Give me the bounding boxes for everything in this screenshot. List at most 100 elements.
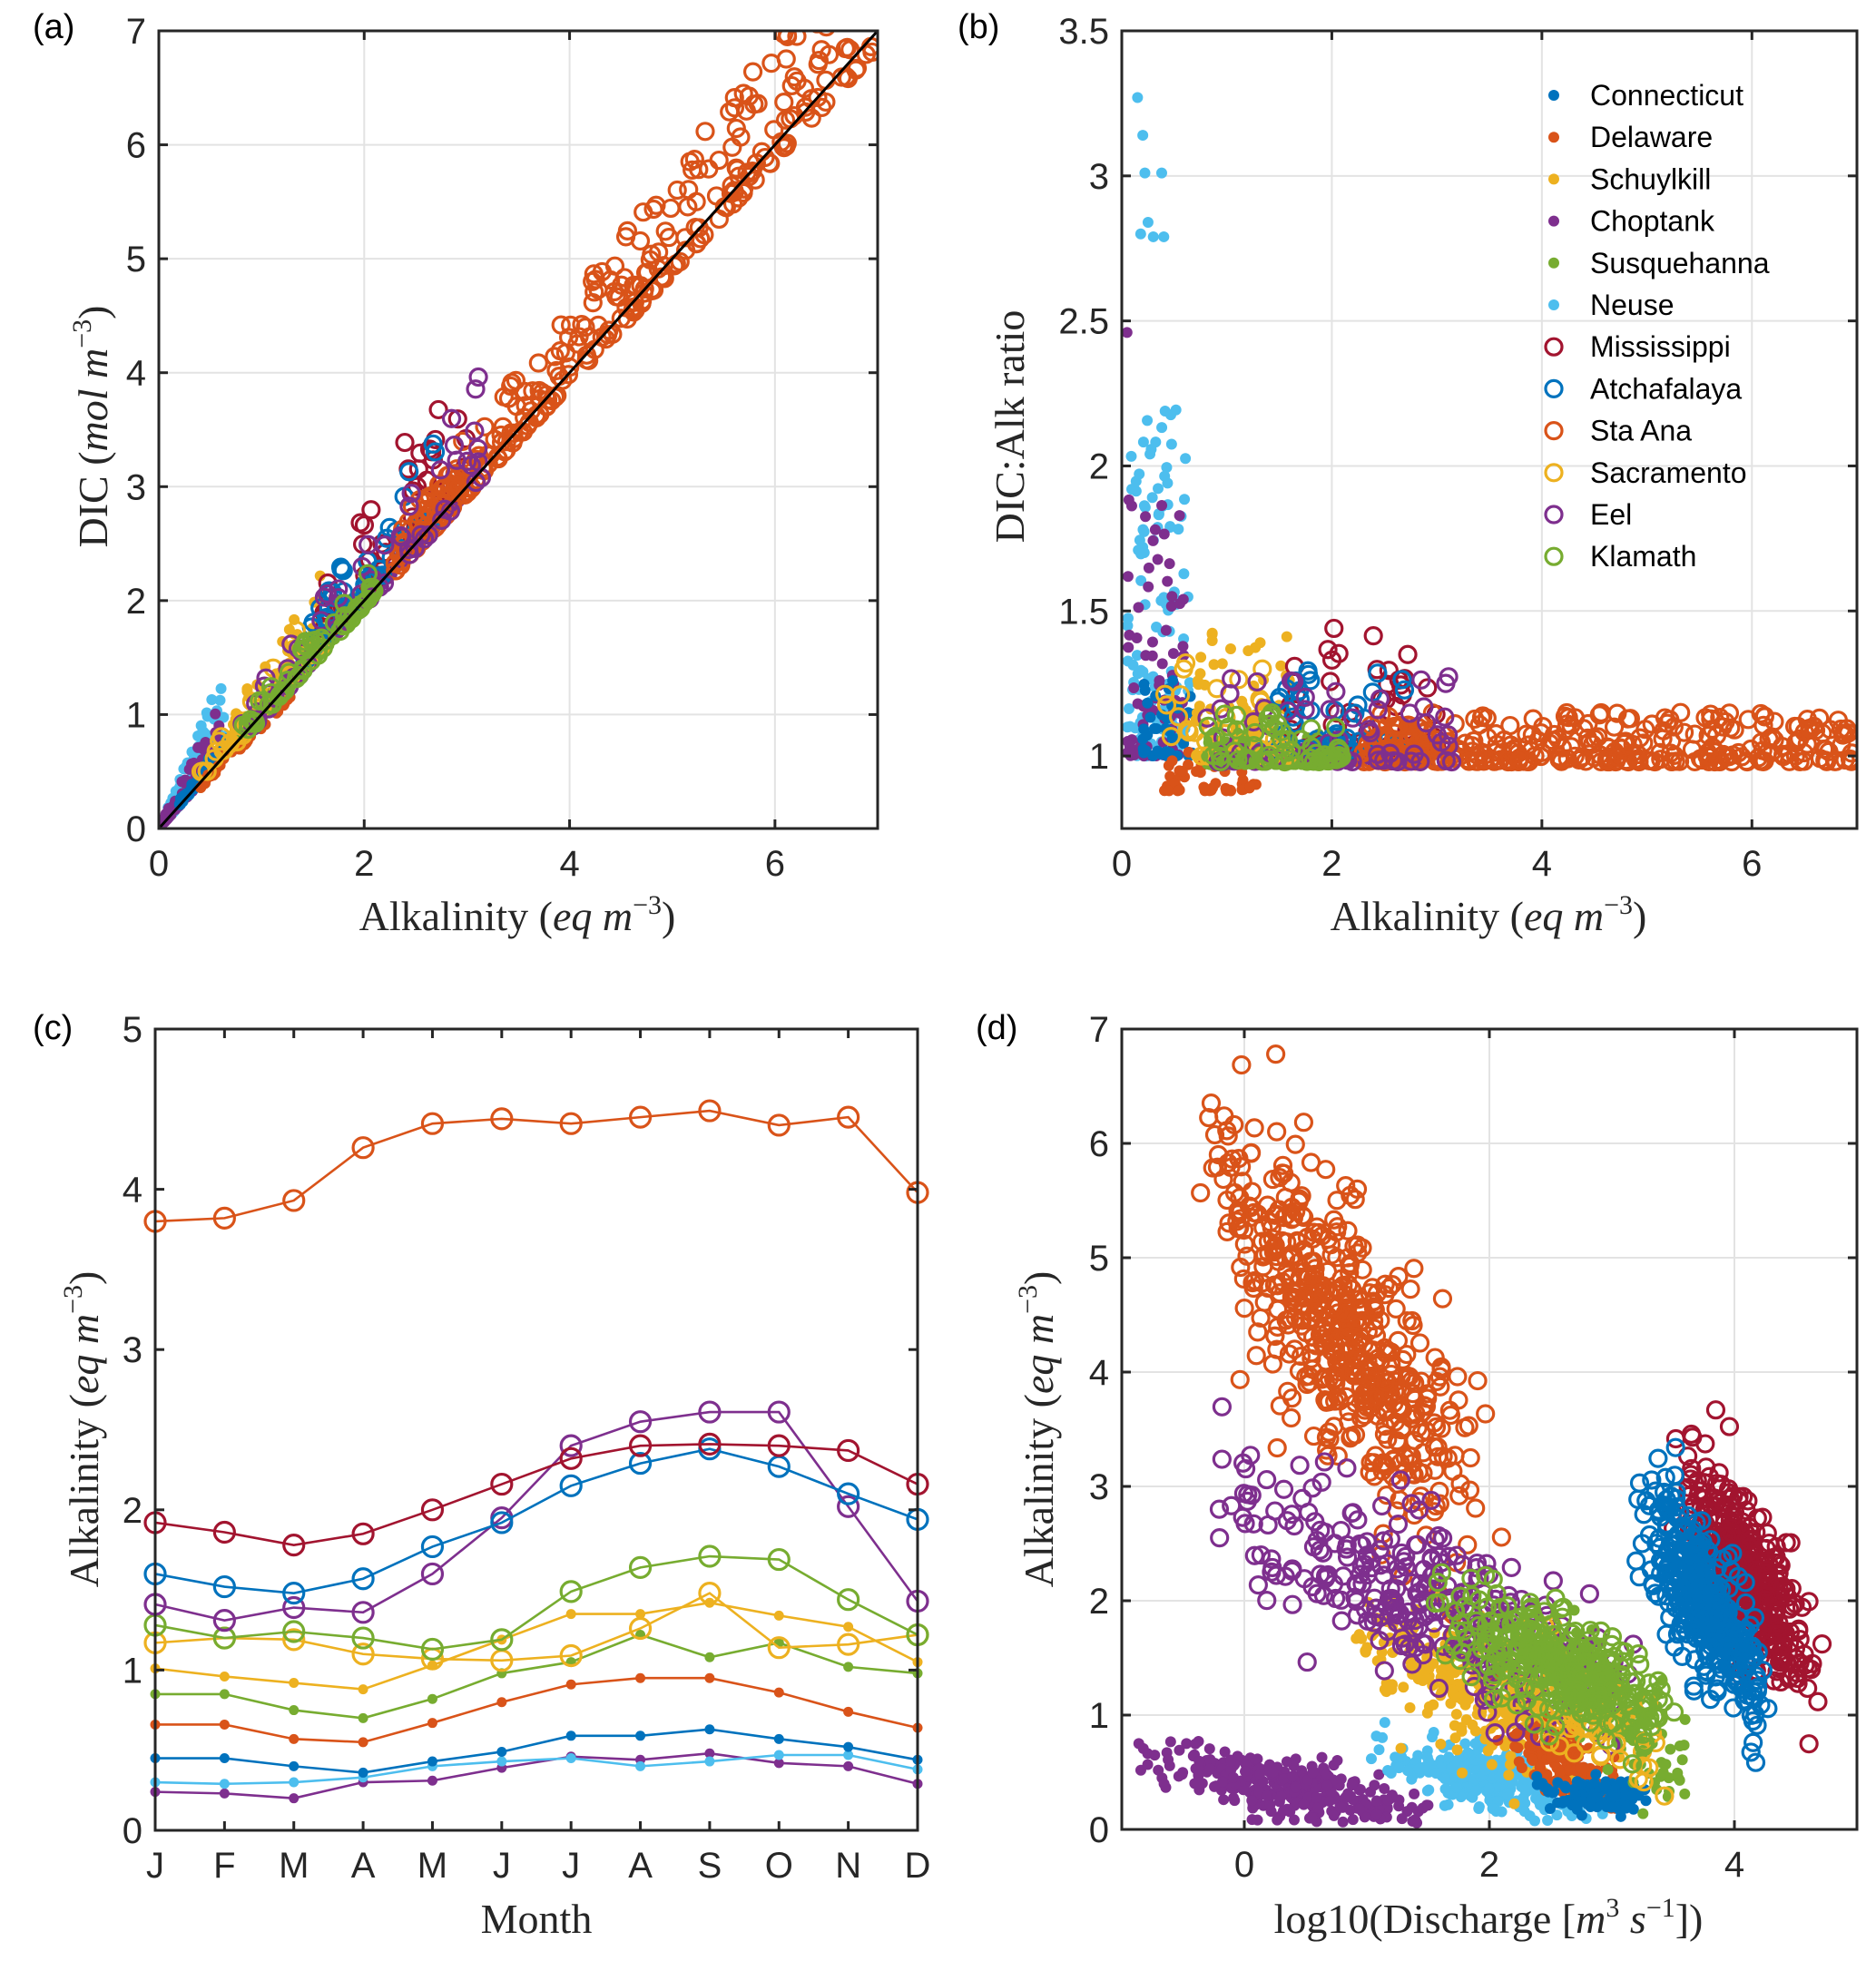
point-sta-ana — [1819, 741, 1839, 761]
point-neuse — [1158, 230, 1170, 242]
point-sta-ana — [1607, 748, 1628, 768]
point-choptank — [1142, 1759, 1154, 1770]
point-eel — [317, 583, 337, 604]
series-marker-neuse — [289, 1777, 300, 1788]
point-choptank — [1162, 575, 1174, 587]
point-neuse — [1134, 228, 1146, 240]
point-connecticut — [1620, 1802, 1632, 1814]
point-choptank — [1158, 528, 1170, 540]
point-sta-ana — [1466, 1498, 1486, 1518]
legend-label: Delaware — [1590, 121, 1713, 153]
point-choptank — [1298, 1799, 1310, 1810]
point-eel — [1579, 1584, 1599, 1603]
point-choptank — [1190, 1738, 1202, 1750]
series-marker-mississippi — [559, 1446, 583, 1470]
panel-a-ylabel: DIC (mol m−3) — [67, 305, 116, 547]
point-mississippi — [1324, 618, 1344, 639]
point-choptank — [1369, 1780, 1380, 1791]
point-eel — [1400, 703, 1419, 723]
point-sta-ana — [742, 62, 763, 82]
x-tick-label: N — [835, 1846, 861, 1886]
point-connecticut — [1167, 675, 1179, 687]
point-sta-ana — [576, 349, 596, 370]
panel-label-d: (d) — [976, 1009, 1017, 1047]
point-mississippi — [395, 432, 415, 453]
point-sacramento — [1171, 685, 1191, 705]
point-choptank — [1165, 601, 1177, 613]
point-klamath — [1214, 704, 1234, 724]
point-connecticut — [1598, 1781, 1610, 1793]
point-sacramento — [206, 741, 226, 761]
point-neuse — [1462, 1747, 1474, 1759]
point-klamath — [1326, 718, 1346, 738]
point-sta-ana — [494, 387, 514, 407]
point-choptank — [1152, 554, 1164, 565]
point-sta-ana — [615, 227, 636, 247]
point-eel — [399, 496, 419, 516]
legend-marker-atchafalaya — [1544, 378, 1564, 398]
point-connecticut — [1160, 722, 1172, 734]
point-connecticut — [1607, 1790, 1619, 1802]
point-neuse — [1430, 1768, 1442, 1780]
series-marker-neuse — [843, 1750, 854, 1760]
legend-item: Klamath — [1544, 540, 1696, 573]
point-choptank — [1254, 1768, 1266, 1780]
point-neuse — [1501, 1789, 1513, 1800]
point-eel — [1360, 722, 1380, 743]
series-marker-delaware — [565, 1679, 576, 1690]
legend-label: Eel — [1590, 498, 1632, 531]
point-neuse — [215, 682, 227, 694]
point-sta-ana — [1589, 705, 1609, 725]
point-sta-ana — [709, 150, 729, 171]
point-neuse — [1459, 1738, 1471, 1750]
point-sta-ana — [1539, 733, 1560, 753]
series-marker-connecticut — [565, 1731, 576, 1741]
x-tick-label: A — [628, 1846, 653, 1886]
point-mississippi — [1318, 640, 1338, 660]
point-sacramento — [1179, 722, 1199, 742]
series-marker-connecticut — [219, 1753, 230, 1764]
point-sta-ana — [811, 40, 831, 60]
legend-label: Atchafalaya — [1590, 372, 1742, 405]
series-marker-klamath — [282, 1620, 306, 1643]
point-eel — [1501, 1557, 1521, 1577]
point-choptank — [1146, 636, 1158, 648]
series-marker-connecticut — [289, 1760, 300, 1771]
point-sta-ana — [1465, 709, 1485, 730]
series-marker-neuse — [496, 1756, 507, 1767]
y-tick-label: 3 — [123, 1330, 142, 1370]
panel-c-xlabel: Month — [481, 1896, 593, 1942]
legend-label: Schuylkill — [1590, 162, 1711, 195]
point-sta-ana — [722, 137, 742, 157]
point-sta-ana — [1717, 747, 1738, 767]
point-sta-ana — [724, 98, 745, 118]
point-susquehanna — [1676, 1754, 1688, 1766]
series-marker-schuylkill — [219, 1671, 230, 1682]
point-sta-ana — [812, 12, 829, 28]
point-delaware — [1512, 1742, 1524, 1754]
legend-marker-susquehanna — [1548, 257, 1559, 269]
point-sta-ana — [634, 202, 653, 222]
point-choptank — [1216, 1776, 1228, 1788]
point-sta-ana — [1498, 750, 1517, 770]
point-sta-ana — [516, 396, 535, 416]
point-sta-ana — [475, 417, 495, 436]
point-klamath — [275, 681, 295, 701]
point-atchafalaya — [333, 561, 353, 581]
series-marker-sta-ana — [212, 1206, 236, 1230]
point-sta-ana — [1270, 1396, 1290, 1416]
point-sta-ana — [419, 486, 440, 506]
point-connecticut — [1152, 745, 1164, 757]
y-tick-label: 2 — [123, 1491, 142, 1531]
point-choptank — [1174, 598, 1185, 610]
series-line-neuse — [154, 1753, 918, 1786]
point-mississippi — [1363, 626, 1383, 646]
point-choptank — [1133, 1738, 1144, 1750]
point-eel — [418, 525, 438, 545]
point-neuse — [1179, 494, 1191, 505]
point-neuse — [1469, 1738, 1481, 1750]
point-sta-ana — [1558, 708, 1578, 728]
series-marker-sta-ana — [767, 1113, 791, 1137]
point-sta-ana — [1266, 1044, 1286, 1064]
point-choptank — [1149, 1750, 1161, 1761]
